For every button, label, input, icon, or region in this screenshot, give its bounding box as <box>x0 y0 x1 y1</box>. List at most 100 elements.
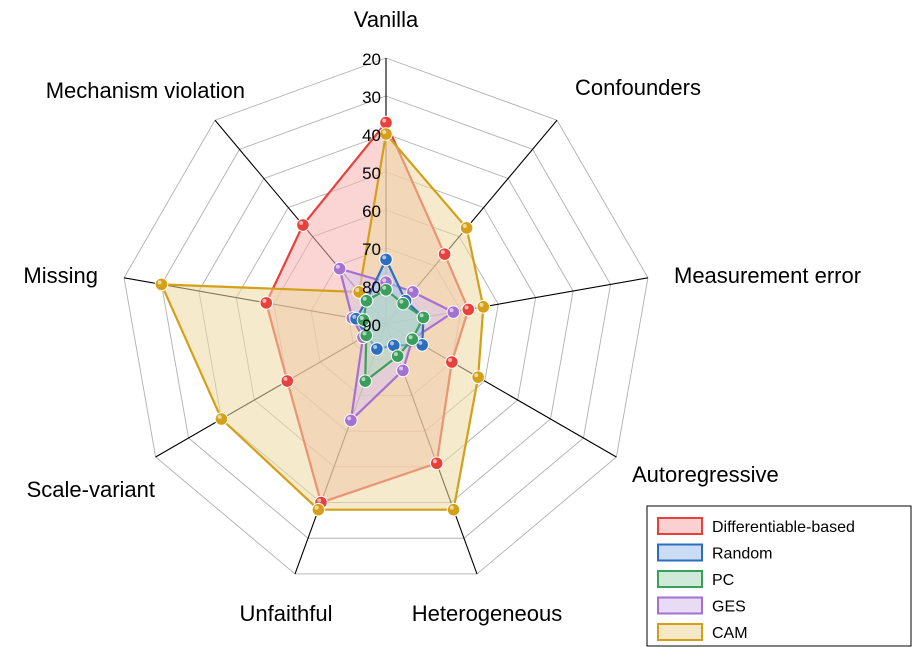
marker-highlight <box>314 505 319 510</box>
series-marker <box>405 332 420 347</box>
axis-label: Measurement error <box>674 263 861 288</box>
axis-label: Vanilla <box>354 7 419 32</box>
series-marker <box>280 374 295 388</box>
tick-label: 80 <box>362 278 381 297</box>
marker-highlight <box>262 298 267 303</box>
tick-label: 90 <box>362 316 381 335</box>
marker-highlight <box>382 130 387 134</box>
marker-highlight <box>389 341 394 346</box>
marker-highlight <box>382 278 387 283</box>
series-marker <box>379 115 393 130</box>
series-marker <box>471 370 485 385</box>
tick-label: 30 <box>362 88 381 107</box>
marker-highlight <box>449 308 454 313</box>
marker-highlight <box>299 221 304 226</box>
series-marker <box>429 456 444 471</box>
legend-label: GES <box>712 599 746 616</box>
legend: Differentiable-based Random PC GES CAM <box>646 505 912 647</box>
series-marker <box>437 247 452 261</box>
axis-label: Missing <box>23 263 98 288</box>
series-marker <box>259 296 274 310</box>
marker-highlight <box>449 505 454 510</box>
marker-highlight <box>157 280 162 285</box>
radar-tick-labels: 20 30 40 50 60 70 80 90 <box>362 50 381 335</box>
axis-label: Heterogeneous <box>412 601 562 626</box>
series-marker <box>154 277 169 292</box>
series-marker <box>311 502 326 517</box>
series-marker <box>476 300 491 314</box>
series-marker <box>446 305 461 319</box>
marker-highlight <box>393 352 398 357</box>
series-marker <box>370 342 384 356</box>
legend-label: CAM <box>712 625 748 642</box>
marker-highlight <box>432 459 437 464</box>
series-area <box>362 288 425 383</box>
marker-highlight <box>399 299 404 304</box>
series-marker <box>296 218 310 232</box>
marker-highlight <box>418 340 423 345</box>
series-area <box>160 132 485 511</box>
marker-highlight <box>448 358 453 362</box>
marker-highlight <box>283 377 288 381</box>
marker-highlight <box>462 223 467 228</box>
marker-highlight <box>362 331 367 336</box>
series-marker <box>461 302 476 317</box>
series-marker <box>459 221 474 235</box>
marker-highlight <box>362 296 367 301</box>
marker-highlight <box>382 285 387 290</box>
marker-highlight <box>347 416 352 421</box>
series-marker <box>214 412 229 426</box>
series-marker <box>379 283 393 297</box>
marker-highlight <box>352 314 357 319</box>
radar-axis-labels: Vanilla Confounders Measurement error Autor… <box>23 7 861 626</box>
legend-swatch <box>657 623 703 641</box>
marker-highlight <box>440 250 445 255</box>
marker-highlight <box>373 344 378 349</box>
legend-swatch <box>657 517 703 535</box>
radar-series <box>154 115 491 517</box>
series-marker <box>379 127 393 141</box>
tick-label: 50 <box>362 164 381 183</box>
legend-label: PC <box>712 572 734 589</box>
series-marker <box>379 252 393 267</box>
tick-label: 60 <box>362 202 381 221</box>
legend-swatch <box>657 543 703 562</box>
legend-swatch <box>657 596 703 615</box>
series-marker <box>416 310 431 325</box>
series-marker <box>445 355 459 369</box>
legend-swatch <box>657 570 703 588</box>
legend-label: Differentiable-based <box>712 519 855 536</box>
marker-highlight <box>382 255 387 260</box>
marker-highlight <box>355 287 360 292</box>
marker-highlight <box>382 118 387 123</box>
marker-highlight <box>359 316 364 321</box>
marker-highlight <box>335 264 340 269</box>
tick-label: 20 <box>362 50 381 69</box>
marker-highlight <box>317 498 322 503</box>
axis-label: Unfaithful <box>240 601 333 626</box>
series-marker <box>344 413 358 428</box>
axis-label: Autoregressive <box>632 462 779 487</box>
tick-label: 70 <box>362 240 381 259</box>
marker-highlight <box>474 373 479 378</box>
tick-label: 40 <box>362 126 381 145</box>
series-marker <box>358 374 373 388</box>
axis-label: Scale-variant <box>27 477 155 502</box>
grid-ring <box>123 57 649 575</box>
marker-highlight <box>361 377 366 382</box>
axis-label: Confounders <box>575 75 701 100</box>
marker-highlight <box>399 366 404 371</box>
marker-highlight <box>217 415 222 419</box>
marker-highlight <box>479 302 484 307</box>
marker-highlight <box>409 287 414 292</box>
series-marker <box>396 363 410 378</box>
marker-highlight <box>408 335 413 340</box>
series-marker <box>446 502 461 517</box>
marker-highlight <box>464 305 469 310</box>
grid-ring <box>160 95 612 539</box>
axis-label: Mechanism violation <box>46 78 245 103</box>
legend-label: Random <box>712 546 772 563</box>
series-marker <box>332 261 347 276</box>
marker-highlight <box>419 313 424 318</box>
